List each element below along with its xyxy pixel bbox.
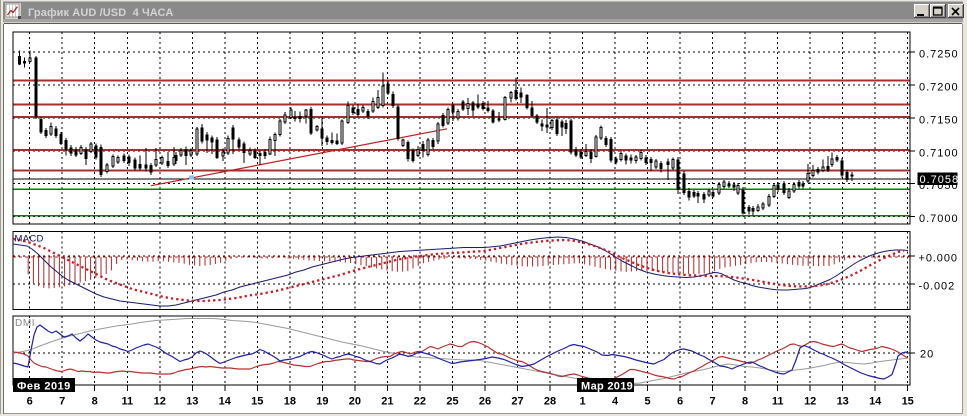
svg-text:19: 19 [316, 396, 328, 408]
svg-text:0.7150: 0.7150 [919, 115, 959, 127]
svg-text:7: 7 [710, 396, 716, 408]
svg-text:Мар 2019: Мар 2019 [581, 381, 633, 393]
svg-text:4: 4 [612, 396, 619, 408]
svg-text:12: 12 [804, 396, 816, 408]
svg-text:8: 8 [92, 396, 98, 408]
svg-text:0.7200: 0.7200 [919, 82, 959, 94]
svg-text:0.7250: 0.7250 [919, 49, 959, 61]
svg-text:15: 15 [902, 396, 914, 408]
svg-text:14: 14 [219, 396, 232, 408]
svg-text:0.7100: 0.7100 [919, 148, 959, 160]
svg-text:6: 6 [677, 396, 683, 408]
svg-text:11: 11 [772, 396, 784, 408]
svg-text:13: 13 [186, 396, 198, 408]
svg-text:20: 20 [349, 396, 361, 408]
svg-text:7: 7 [59, 396, 65, 408]
svg-text:5: 5 [645, 396, 651, 408]
svg-text:28: 28 [544, 396, 556, 408]
svg-text:27: 27 [511, 396, 523, 408]
svg-text:21: 21 [381, 396, 393, 408]
svg-text:DMI: DMI [15, 318, 35, 329]
svg-text:0.7000: 0.7000 [919, 213, 959, 225]
svg-text:8: 8 [742, 396, 748, 408]
svg-text:22: 22 [414, 396, 426, 408]
svg-text:MACD: MACD [15, 234, 44, 245]
svg-text:+0.000: +0.000 [919, 253, 958, 265]
svg-text:11: 11 [121, 396, 133, 408]
svg-text:25: 25 [446, 396, 458, 408]
svg-text:6: 6 [27, 396, 33, 408]
svg-text:20: 20 [920, 349, 934, 361]
svg-text:13: 13 [837, 396, 849, 408]
svg-text:18: 18 [284, 396, 296, 408]
svg-text:1: 1 [579, 396, 585, 408]
svg-text:0.7058: 0.7058 [920, 174, 960, 186]
svg-text:-0.002: -0.002 [919, 281, 956, 293]
svg-text:График AUD /USD 4 ЧАСА: График AUD /USD 4 ЧАСА [28, 7, 173, 19]
svg-text:Фев 2019: Фев 2019 [17, 381, 71, 393]
svg-text:15: 15 [251, 396, 263, 408]
svg-text:12: 12 [154, 396, 166, 408]
svg-text:26: 26 [479, 396, 491, 408]
svg-text:14: 14 [869, 396, 882, 408]
